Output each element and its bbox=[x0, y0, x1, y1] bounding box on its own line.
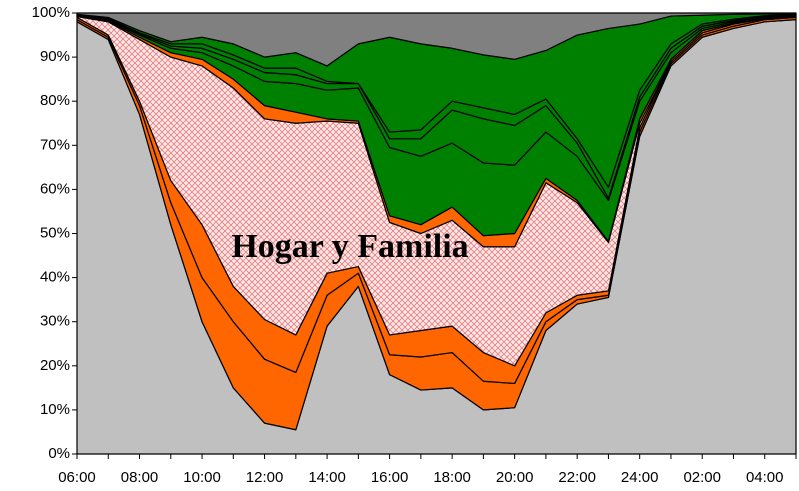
x-tick-label: 02:00 bbox=[683, 469, 721, 486]
x-tick-label: 08:00 bbox=[121, 469, 159, 486]
x-tick-label: 06:00 bbox=[58, 469, 96, 486]
y-tick-label: 70% bbox=[40, 136, 70, 153]
annotation: Hogar y Familia bbox=[231, 228, 468, 265]
y-tick-label: 30% bbox=[40, 313, 70, 330]
y-tick-label: 60% bbox=[40, 180, 70, 197]
x-tick-label: 18:00 bbox=[433, 469, 471, 486]
y-tick-label: 20% bbox=[40, 357, 70, 374]
x-tick-label: 16:00 bbox=[371, 469, 409, 486]
y-tick-label: 80% bbox=[40, 92, 70, 109]
x-tick-label: 10:00 bbox=[183, 469, 221, 486]
x-tick-label: 20:00 bbox=[496, 469, 534, 486]
x-tick-label: 22:00 bbox=[558, 469, 596, 486]
y-tick-label: 50% bbox=[40, 224, 70, 241]
x-tick-label: 12:00 bbox=[246, 469, 284, 486]
y-tick-label: 10% bbox=[40, 401, 70, 418]
x-tick-label: 04:00 bbox=[746, 469, 784, 486]
y-tick-label: 90% bbox=[40, 48, 70, 65]
area bbox=[76, 12, 797, 67]
x-tick-label: 14:00 bbox=[308, 469, 346, 486]
y-tick-label: 100% bbox=[32, 4, 70, 21]
y-tick-label: 0% bbox=[48, 445, 70, 462]
x-tick-label: 24:00 bbox=[621, 469, 659, 486]
y-tick-label: 40% bbox=[40, 269, 70, 286]
